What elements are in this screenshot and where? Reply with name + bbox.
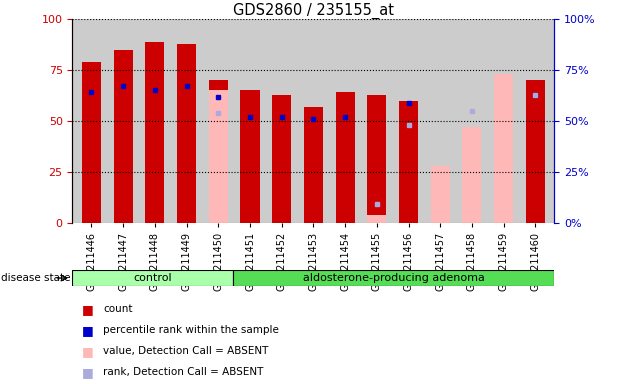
Bar xyxy=(82,62,101,223)
Text: rank, Detection Call = ABSENT: rank, Detection Call = ABSENT xyxy=(103,367,264,377)
Bar xyxy=(367,215,386,223)
Bar xyxy=(177,44,196,223)
Bar xyxy=(526,80,545,223)
Bar xyxy=(72,270,233,286)
Bar xyxy=(209,80,228,223)
Text: aldosterone-producing adenoma: aldosterone-producing adenoma xyxy=(303,273,484,283)
Text: ■: ■ xyxy=(82,303,94,316)
Text: disease state: disease state xyxy=(1,273,70,283)
Text: ■: ■ xyxy=(82,366,94,379)
Text: ■: ■ xyxy=(82,345,94,358)
Bar xyxy=(209,91,228,223)
Bar xyxy=(233,270,554,286)
Text: value, Detection Call = ABSENT: value, Detection Call = ABSENT xyxy=(103,346,268,356)
Bar xyxy=(462,127,481,223)
Bar xyxy=(336,93,355,223)
Bar xyxy=(304,107,323,223)
Text: percentile rank within the sample: percentile rank within the sample xyxy=(103,325,279,335)
Text: control: control xyxy=(134,273,172,283)
Bar xyxy=(241,91,260,223)
Bar xyxy=(431,166,450,223)
Bar xyxy=(367,94,386,223)
Title: GDS2860 / 235155_at: GDS2860 / 235155_at xyxy=(233,3,394,19)
Bar xyxy=(399,101,418,223)
Bar xyxy=(113,50,133,223)
Bar xyxy=(272,94,291,223)
Text: count: count xyxy=(103,304,133,314)
Text: ■: ■ xyxy=(82,324,94,337)
Bar xyxy=(146,41,164,223)
Bar xyxy=(494,74,513,223)
